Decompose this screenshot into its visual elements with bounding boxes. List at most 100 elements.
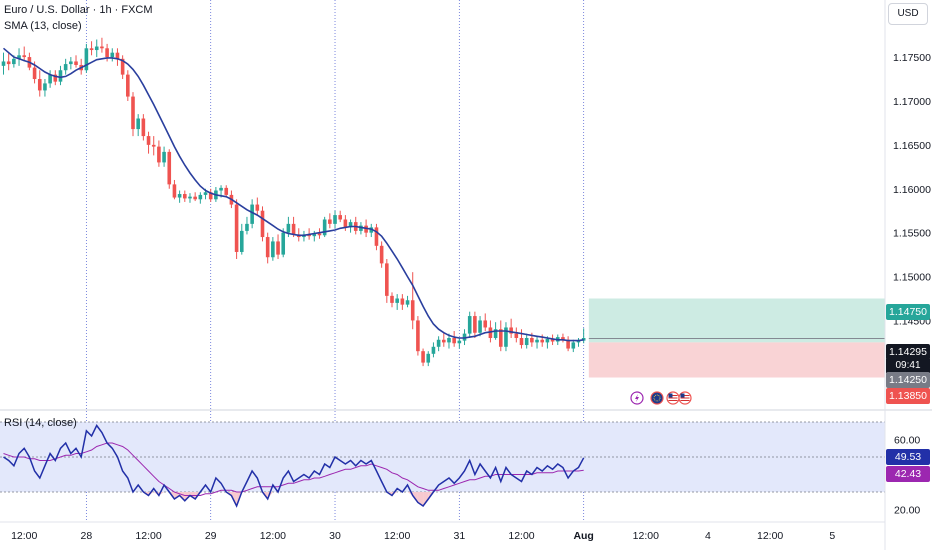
stop-zone[interactable]	[588, 342, 885, 378]
candle[interactable]	[167, 149, 172, 189]
candle[interactable]	[400, 294, 405, 310]
candle[interactable]	[141, 114, 146, 141]
candle[interactable]	[260, 206, 265, 242]
candle[interactable]	[17, 48, 21, 66]
sma-legend-label[interactable]: SMA (13, close)	[4, 20, 82, 32]
candle[interactable]	[43, 79, 47, 97]
candle[interactable]	[343, 215, 348, 231]
candle[interactable]	[322, 216, 327, 238]
candle[interactable]	[561, 333, 565, 343]
candle[interactable]	[58, 65, 63, 86]
candle[interactable]	[84, 43, 89, 73]
candle[interactable]	[457, 338, 462, 349]
candle[interactable]	[519, 329, 524, 349]
lightning-event-icon[interactable]	[630, 391, 644, 405]
candle[interactable]	[276, 234, 280, 259]
candle[interactable]	[452, 330, 456, 347]
candle[interactable]	[359, 222, 363, 235]
candle[interactable]	[426, 351, 431, 367]
candle[interactable]	[576, 338, 581, 347]
candle[interactable]	[265, 232, 270, 264]
candle[interactable]	[22, 46, 27, 62]
candle[interactable]	[369, 223, 374, 238]
candle[interactable]	[333, 210, 337, 229]
candle[interactable]	[131, 92, 135, 137]
candle[interactable]	[234, 199, 239, 259]
candle[interactable]	[250, 199, 254, 229]
candle[interactable]	[353, 216, 358, 235]
candle[interactable]	[151, 136, 156, 156]
candle[interactable]	[224, 185, 229, 198]
event-icons[interactable]	[630, 391, 692, 405]
candle[interactable]	[509, 318, 513, 339]
eu-flag-icon[interactable]	[650, 391, 664, 405]
candle[interactable]	[48, 70, 52, 88]
candle[interactable]	[514, 327, 519, 343]
currency-button[interactable]: USD	[888, 3, 928, 25]
candle[interactable]	[504, 322, 508, 352]
candle[interactable]	[405, 295, 410, 308]
candle[interactable]	[136, 114, 140, 137]
candle[interactable]	[126, 70, 130, 101]
candle[interactable]	[566, 336, 570, 352]
candle[interactable]	[436, 336, 441, 352]
candle[interactable]	[100, 37, 104, 53]
candle[interactable]	[338, 210, 342, 223]
candle[interactable]	[110, 48, 115, 62]
candle[interactable]	[37, 70, 42, 97]
candle[interactable]	[115, 48, 120, 66]
candle[interactable]	[312, 230, 317, 242]
candle[interactable]	[498, 320, 503, 352]
candle[interactable]	[467, 311, 472, 339]
candle[interactable]	[157, 140, 161, 167]
candle[interactable]	[416, 316, 420, 356]
candle[interactable]	[89, 41, 94, 56]
rsi-ma-line[interactable]	[3, 442, 584, 496]
candle[interactable]	[1, 52, 6, 75]
candle[interactable]	[69, 57, 73, 70]
candle[interactable]	[183, 190, 187, 202]
candle[interactable]	[245, 216, 249, 235]
target-zone[interactable]	[588, 298, 885, 343]
candle[interactable]	[524, 333, 529, 349]
candle[interactable]	[478, 316, 482, 337]
candle[interactable]	[535, 336, 539, 349]
rsi-pane[interactable]	[0, 421, 885, 508]
candle[interactable]	[188, 193, 192, 203]
candle[interactable]	[239, 223, 244, 255]
us-flag-icon[interactable]	[678, 391, 692, 405]
candle[interactable]	[483, 313, 488, 331]
candle[interactable]	[550, 334, 555, 346]
rsi-legend-label[interactable]: RSI (14, close)	[4, 417, 77, 429]
candle[interactable]	[571, 339, 576, 353]
candle[interactable]	[193, 192, 197, 202]
candle[interactable]	[94, 39, 99, 58]
candle[interactable]	[385, 258, 389, 303]
candle[interactable]	[6, 52, 11, 71]
candle[interactable]	[431, 342, 436, 358]
candle[interactable]	[74, 55, 78, 68]
candle[interactable]	[208, 188, 213, 202]
candle[interactable]	[462, 329, 467, 346]
candle[interactable]	[146, 131, 151, 154]
candle[interactable]	[63, 58, 68, 75]
candle[interactable]	[172, 179, 177, 200]
price-pane[interactable]	[0, 0, 932, 522]
candle[interactable]	[271, 237, 275, 261]
us-flag-icon[interactable]	[666, 391, 680, 405]
candle[interactable]	[390, 292, 394, 308]
sma-line[interactable]	[2, 47, 584, 342]
rsi-line[interactable]	[3, 424, 585, 508]
candle[interactable]	[162, 146, 166, 167]
candle[interactable]	[374, 223, 379, 251]
candle[interactable]	[317, 228, 322, 239]
candle[interactable]	[328, 213, 332, 229]
candle[interactable]	[473, 311, 477, 339]
candle[interactable]	[421, 348, 425, 367]
candle[interactable]	[53, 70, 58, 86]
candle[interactable]	[379, 241, 384, 268]
candle[interactable]	[120, 55, 125, 80]
candle[interactable]	[442, 332, 446, 347]
candle[interactable]	[177, 190, 182, 203]
